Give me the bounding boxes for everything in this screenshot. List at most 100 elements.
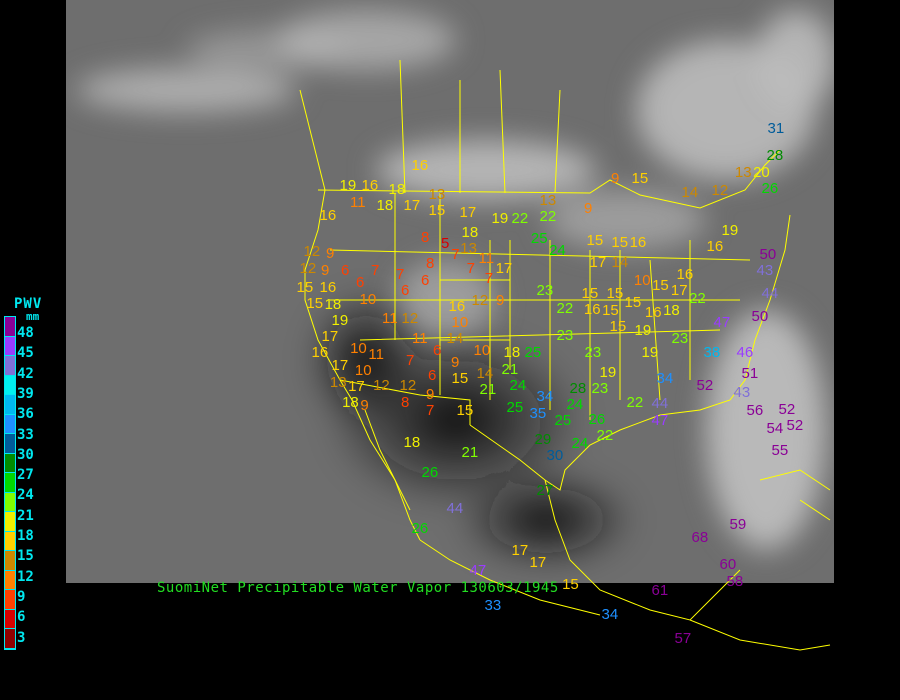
- station-pwv-value: 59: [729, 515, 747, 533]
- legend-swatch: [5, 473, 15, 493]
- station-pwv-value: 22: [596, 427, 614, 445]
- legend-label: 48: [17, 325, 34, 341]
- station-pwv-value: 18: [342, 393, 359, 411]
- station-pwv-value: 8: [421, 228, 430, 246]
- legend-label: 21: [17, 507, 34, 524]
- station-pwv-value: 17: [331, 356, 349, 374]
- station-pwv-value: 11: [350, 193, 366, 211]
- station-pwv-value: 34: [656, 369, 674, 387]
- station-pwv-value: 19: [599, 363, 617, 381]
- station-pwv-value: 18: [461, 223, 479, 241]
- station-pwv-value: 24: [566, 395, 584, 413]
- legend-label: 9: [17, 588, 26, 605]
- station-pwv-value: 10: [473, 341, 491, 359]
- station-pwv-value: 15: [451, 370, 469, 388]
- station-pwv-value: 15: [296, 278, 314, 296]
- station-pwv-value: 9: [611, 169, 620, 187]
- legend-swatch: [5, 531, 15, 551]
- station-pwv-value: 17: [670, 282, 688, 300]
- station-pwv-value: 47: [469, 561, 487, 579]
- legend-swatch: [5, 317, 15, 337]
- station-pwv-value: 44: [446, 499, 464, 517]
- us-mexico-border: [339, 379, 471, 425]
- station-pwv-value: 12: [399, 376, 417, 394]
- station-pwv-value: 23: [536, 281, 554, 299]
- station-pwv-value: 24: [509, 377, 527, 395]
- station-pwv-value: 10: [451, 314, 469, 332]
- station-pwv-value: 20: [753, 163, 770, 181]
- station-pwv-value: 19: [634, 321, 652, 339]
- station-pwv-value: 11: [368, 345, 384, 363]
- station-pwv-value: 22: [539, 208, 557, 226]
- station-pwv-value: 18: [324, 295, 342, 313]
- station-pwv-value: 28: [766, 146, 784, 164]
- legend-swatch: [5, 356, 15, 376]
- station-pwv-value: 13: [428, 185, 446, 203]
- station-pwv-value: 17: [511, 541, 529, 559]
- station-pwv-value: 8: [426, 254, 435, 272]
- legend-swatch: [5, 629, 15, 649]
- station-pwv-value: 28: [569, 379, 587, 397]
- west-coast: [299, 89, 421, 541]
- station-pwv-value: 22: [689, 289, 706, 307]
- legend-label: 12: [17, 568, 34, 585]
- station-pwv-value: 17: [321, 327, 339, 345]
- station-pwv-value: 34: [536, 388, 554, 406]
- station-pwv-value: 16: [448, 298, 466, 316]
- station-pwv-value: 54: [766, 419, 784, 437]
- station-pwv-value: 12: [373, 376, 390, 394]
- station-pwv-value: 12: [471, 291, 489, 309]
- legend-color-bar: [4, 316, 16, 650]
- station-pwv-value: 52: [778, 400, 796, 418]
- station-pwv-value: 24: [571, 434, 589, 452]
- station-pwv-value: 10: [633, 271, 651, 289]
- station-pwv-value: 27: [536, 481, 554, 499]
- station-pwv-value: 57: [674, 629, 692, 647]
- station-pwv-value: 30: [546, 447, 564, 465]
- station-pwv-value: 15: [581, 284, 599, 302]
- station-pwv-value: 19: [721, 221, 739, 239]
- legend-swatch: [5, 434, 15, 454]
- legend-swatch: [5, 453, 15, 473]
- station-pwv-value: 11: [412, 329, 428, 347]
- station-pwv-value: 6: [421, 271, 430, 289]
- station-pwv-value: 43: [756, 262, 774, 280]
- pacific-mexico-coast: [419, 539, 601, 616]
- station-pwv-value: 50: [751, 307, 769, 325]
- station-pwv-value: 15: [624, 293, 642, 311]
- station-pwv-value: 15: [631, 169, 649, 187]
- baja-coast: [364, 409, 411, 511]
- station-pwv-value: 26: [761, 179, 779, 197]
- station-pwv-value: 60: [719, 556, 737, 574]
- station-pwv-value: 14: [611, 253, 629, 271]
- station-pwv-value: 16: [644, 303, 662, 321]
- station-pwv-value: 23: [584, 343, 602, 361]
- station-pwv-value: 15: [428, 201, 446, 219]
- station-pwv-value: 25: [530, 229, 548, 247]
- station-pwv-value: 9: [360, 396, 369, 414]
- station-pwv-value: 5: [441, 234, 450, 252]
- station-pwv-value: 17: [589, 253, 607, 271]
- gulf-coast: [469, 214, 791, 491]
- station-pwv-value: 11: [382, 309, 398, 327]
- station-pwv-value: 26: [421, 463, 439, 481]
- station-pwv-value: 9: [496, 291, 505, 309]
- station-pwv-value: 68: [691, 528, 709, 546]
- station-pwv-value: 23: [671, 329, 689, 347]
- station-pwv-value: 16: [361, 176, 379, 194]
- station-pwv-value: 8: [401, 393, 410, 411]
- station-pwv-value: 47: [651, 411, 669, 429]
- station-pwv-value: 16: [676, 265, 694, 283]
- legend-label: 42: [17, 365, 34, 382]
- station-pwv-value: 61: [651, 581, 669, 599]
- station-pwv-value: 12: [401, 309, 419, 327]
- station-pwv-value: 52: [786, 417, 804, 435]
- station-pwv-value: 15: [602, 301, 619, 319]
- station-pwv-value: 33: [484, 597, 502, 615]
- station-pwv-value: 16: [629, 233, 647, 251]
- legend-swatch: [5, 395, 15, 415]
- station-pwv-value: 7: [451, 245, 460, 263]
- station-pwv-value: 9: [326, 245, 335, 263]
